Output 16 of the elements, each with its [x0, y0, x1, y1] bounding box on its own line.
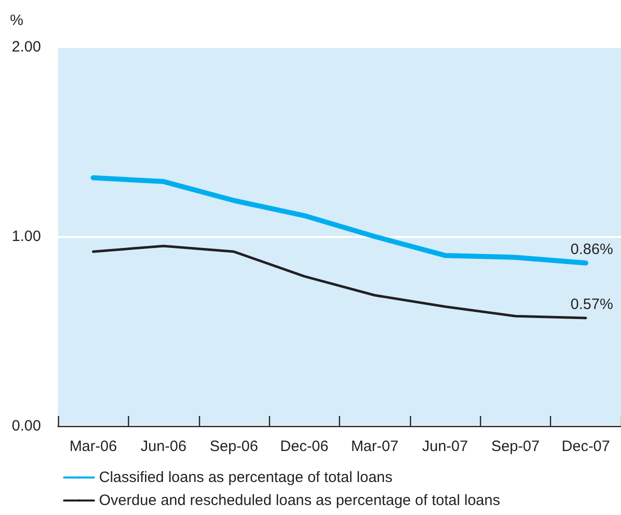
- y-tick-label: 1.00: [12, 228, 41, 245]
- x-tick-label: Sep-07: [491, 438, 540, 455]
- x-tick-label: Jun-06: [140, 438, 186, 455]
- x-tick-label: Dec-07: [562, 438, 610, 455]
- data-label: 0.86%: [570, 241, 614, 258]
- data-label: 0.57%: [570, 296, 614, 313]
- x-tick-label: Mar-06: [69, 438, 117, 455]
- x-tick-label: Mar-07: [350, 438, 398, 455]
- y-tick-label: 2.00: [12, 38, 41, 56]
- x-tick-label: Dec-06: [280, 438, 328, 455]
- y-axis-title: %: [10, 12, 24, 29]
- legend-label: Classified loans as percentage of total loans: [99, 469, 393, 486]
- x-tick-label: Jun-07: [422, 438, 468, 455]
- y-tick-label: 0.00: [12, 418, 41, 434]
- legend-label: Overdue and rescheduled loans as percentage of total loans: [99, 492, 500, 509]
- x-tick-label: Sep-06: [210, 438, 258, 455]
